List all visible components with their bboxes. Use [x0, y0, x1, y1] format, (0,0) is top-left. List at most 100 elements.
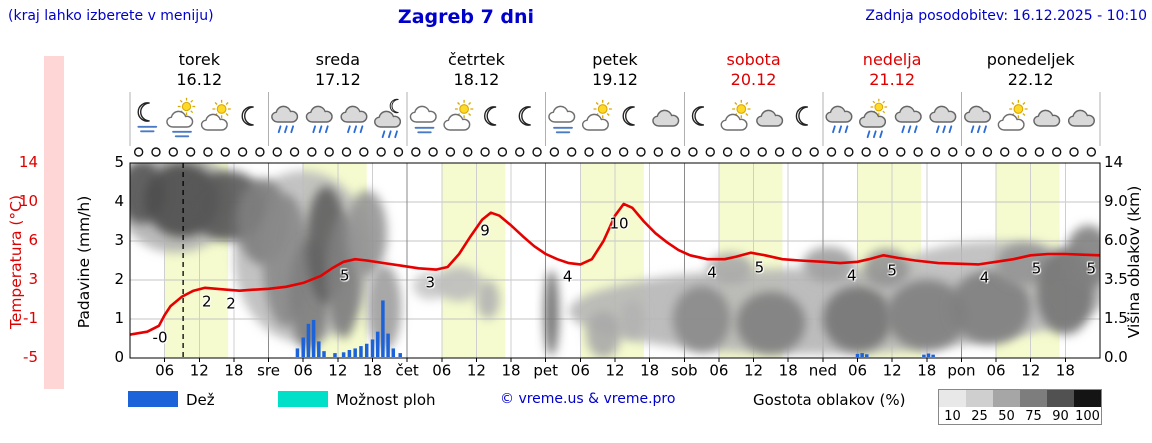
temp-axis-tick: 14 — [18, 153, 38, 171]
sun-cloud-icon — [720, 99, 752, 131]
x-axis-label: 12 — [744, 361, 764, 380]
temperature-value-label: 4 — [562, 267, 573, 286]
moon-icon — [484, 106, 497, 126]
density-step: 90 — [1047, 390, 1074, 424]
temp-axis-tick: -1 — [23, 309, 38, 327]
cloud-density-scale: 10 25 50 75 90 100 — [938, 389, 1102, 425]
temperature-value-label: 5 — [1031, 259, 1042, 278]
density-step-swatch — [1020, 390, 1047, 407]
temperature-value-label: 9 — [480, 221, 490, 240]
temperature-value-label: 5 — [1086, 259, 1097, 278]
x-axis-label: 12 — [605, 361, 625, 380]
density-step-swatch — [1074, 390, 1101, 407]
day-header-date: 17.12 — [314, 70, 361, 89]
moon-icon — [241, 106, 255, 126]
temperature-value-label: 4 — [707, 263, 717, 282]
temp-axis-tick: 3 — [28, 270, 38, 288]
cloud-axis-tick: 14 — [1104, 153, 1124, 171]
x-axis-label: sob — [671, 361, 698, 380]
precip-axis-tick: 0 — [114, 348, 124, 366]
temperature-line — [130, 202, 1100, 336]
density-step: 50 — [993, 390, 1020, 424]
density-step-value: 10 — [939, 409, 966, 424]
density-step-value: 75 — [1020, 409, 1047, 424]
x-axis-label: 18 — [501, 361, 521, 380]
x-axis-label: sre — [257, 361, 281, 380]
rain-bars — [295, 300, 935, 357]
day-header-date: 18.12 — [453, 70, 500, 89]
density-step: 75 — [1020, 390, 1047, 424]
x-axis-label: 18 — [640, 361, 660, 380]
x-axis-label: 06 — [432, 361, 452, 380]
cloud-density-legend-label: Gostota oblakov (%) — [753, 391, 906, 409]
temperature-value-label: 3 — [425, 273, 436, 292]
density-step: 10 — [939, 390, 966, 424]
x-axis-label: 06 — [570, 361, 590, 380]
density-step-value: 50 — [993, 409, 1020, 424]
temperature-value-label: 5 — [887, 261, 897, 280]
last-update-text: Zadnja posodobitev: 16.12.2025 - 10:10 — [865, 8, 1147, 24]
density-step-value: 90 — [1047, 409, 1074, 424]
copyright-link[interactable]: © vreme.us & vreme.pro — [500, 391, 676, 407]
temperature-value-label: 2 — [202, 292, 212, 311]
cloud-rain-icon — [929, 105, 957, 134]
temp-axis-tick: 6 — [28, 231, 38, 249]
x-axis-label: 18 — [1055, 361, 1075, 380]
page-title: Zagreb 7 dni — [397, 6, 535, 28]
x-axis-label: čet — [395, 361, 419, 380]
prob-markers-row — [133, 147, 1097, 157]
cloud-icon — [1067, 109, 1095, 127]
x-axis-label: pet — [533, 361, 559, 380]
moon-icon — [795, 106, 809, 126]
cloud-rain-icon — [271, 105, 299, 134]
day-header-date: 22.12 — [1007, 70, 1054, 89]
density-step-swatch — [966, 390, 993, 407]
day-header-name: torek — [178, 50, 220, 69]
sun-cloud-icon — [581, 99, 613, 131]
density-step-swatch — [1047, 390, 1074, 407]
rain-legend-label: Dež — [186, 391, 215, 409]
cloud-rain-icon — [894, 105, 922, 134]
day-header-name: sreda — [315, 50, 361, 69]
density-step: 100 — [1074, 390, 1101, 424]
x-axis-label: ned — [808, 361, 837, 380]
day-header-date: 20.12 — [730, 70, 777, 89]
moon-fog-icon — [137, 102, 158, 133]
x-axis-label: 06 — [293, 361, 313, 380]
cloud-rain-icon — [340, 105, 368, 134]
cloud-axis-tick: 1.5 — [1104, 309, 1128, 327]
x-axis-label: 12 — [1021, 361, 1041, 380]
x-axis-label: 12 — [328, 361, 348, 380]
precip-axis-tick: 5 — [114, 153, 124, 171]
x-axis-label: pon — [947, 361, 976, 380]
temperature-value-label: 4 — [846, 266, 857, 285]
sun-cloud-rain-icon — [859, 98, 888, 139]
cloud-axis-tick: 6.0 — [1104, 231, 1128, 249]
rain-legend-swatch — [128, 391, 178, 407]
moon-icon — [691, 106, 705, 126]
density-step-value: 100 — [1074, 409, 1101, 424]
x-axis-label: 12 — [189, 361, 209, 380]
precip-axis-tick: 4 — [114, 192, 124, 210]
temperature-value-label: -0 — [152, 328, 168, 347]
location-menu-hint: (kraj lahko izberete v meniju) — [8, 8, 214, 24]
x-axis-label: 12 — [466, 361, 486, 380]
cloud-rain-icon — [305, 105, 333, 134]
x-axis-label: 12 — [882, 361, 902, 380]
cloud-axis-tick: 9.0 — [1104, 192, 1128, 210]
showers-legend-label: Možnost ploh — [336, 391, 436, 409]
cloud-icon — [1033, 109, 1061, 127]
precip-axis-tick: 2 — [114, 270, 124, 288]
day-header-name: petek — [592, 50, 638, 69]
cloud-fog-icon — [548, 105, 576, 134]
moon-cloud-rain-icon — [374, 98, 402, 139]
cloud-axis-tick: 3.5 — [1104, 270, 1128, 288]
precip-axis-tick: 1 — [114, 309, 124, 327]
sun-cloud-fog-icon — [166, 97, 196, 138]
showers-legend-swatch — [278, 391, 328, 407]
sun-cloud-icon — [997, 99, 1029, 131]
x-axis-label: 06 — [709, 361, 729, 380]
temp-axis-tick: 10 — [18, 192, 38, 210]
